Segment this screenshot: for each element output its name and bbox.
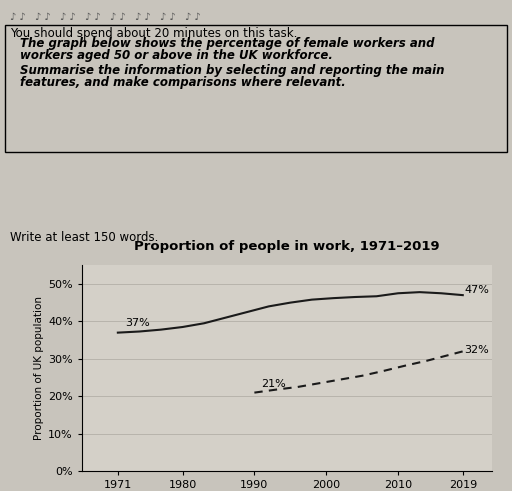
Text: 37%: 37% — [125, 318, 150, 328]
Text: features, and make comparisons where relevant.: features, and make comparisons where rel… — [20, 76, 346, 89]
Text: Write at least 150 words.: Write at least 150 words. — [10, 231, 159, 244]
Text: 21%: 21% — [262, 379, 286, 389]
Text: 47%: 47% — [464, 285, 489, 295]
Text: The graph below shows the percentage of female workers and: The graph below shows the percentage of … — [20, 37, 435, 50]
Text: 32%: 32% — [464, 345, 489, 355]
Text: You should spend about 20 minutes on this task.: You should spend about 20 minutes on thi… — [10, 27, 297, 40]
Y-axis label: Proportion of UK population: Proportion of UK population — [34, 296, 44, 440]
Text: Proportion of people in work, 1971–2019: Proportion of people in work, 1971–2019 — [134, 240, 439, 253]
Text: ♪ ♪   ♪ ♪   ♪ ♪   ♪ ♪   ♪ ♪   ♪ ♪   ♪ ♪   ♪ ♪: ♪ ♪ ♪ ♪ ♪ ♪ ♪ ♪ ♪ ♪ ♪ ♪ ♪ ♪ ♪ ♪ — [10, 12, 201, 22]
Text: Summarise the information by selecting and reporting the main: Summarise the information by selecting a… — [20, 64, 445, 77]
Text: workers aged 50 or above in the UK workforce.: workers aged 50 or above in the UK workf… — [20, 49, 333, 62]
